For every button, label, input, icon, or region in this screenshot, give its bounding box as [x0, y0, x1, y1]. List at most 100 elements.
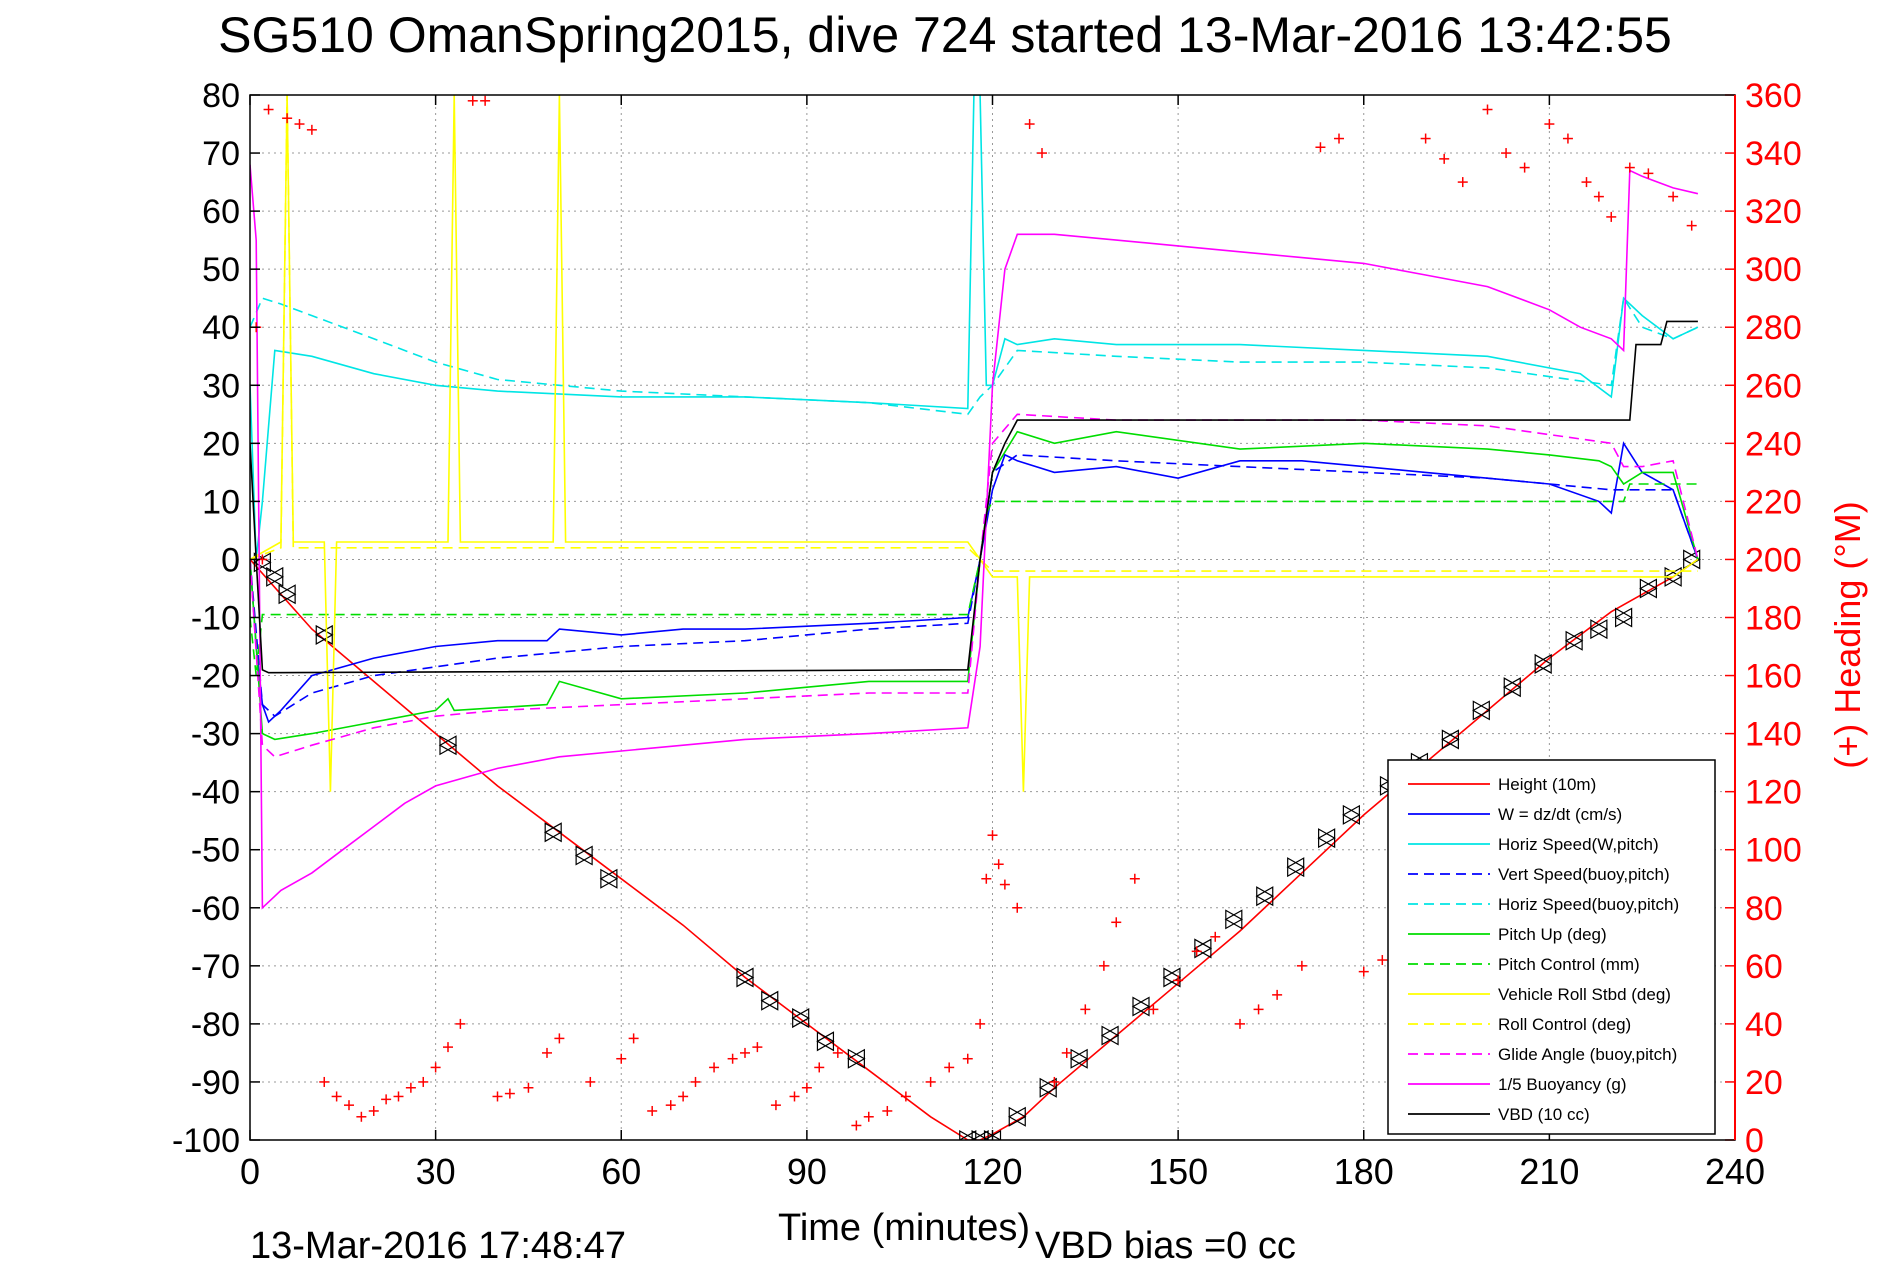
heading-point [665, 1100, 676, 1111]
x-tick-label: 150 [1148, 1151, 1208, 1192]
height-marker [970, 1129, 990, 1140]
y-tick-label: 10 [202, 483, 240, 521]
heading-point [1420, 133, 1431, 144]
chart-title: SG510 OmanSpring2015, dive 724 started 1… [218, 7, 1672, 63]
y-tick-label: 30 [202, 367, 240, 405]
height-marker [1441, 729, 1460, 750]
heading-point [381, 1094, 392, 1105]
legend-label: Height (10m) [1498, 775, 1596, 794]
heading-point [1129, 873, 1140, 884]
heading-point [492, 1091, 503, 1102]
heading-point [1111, 917, 1122, 928]
heading-point [1643, 168, 1654, 179]
y2-tick-label: 20 [1745, 1064, 1783, 1102]
y-tick-label: -60 [191, 890, 240, 928]
heading-point [1012, 902, 1023, 913]
height-marker [1639, 578, 1658, 599]
heading-markers [251, 95, 1697, 1131]
heading-point [1049, 1076, 1060, 1087]
heading-point [727, 1053, 738, 1064]
x-tick-label: 60 [601, 1151, 641, 1192]
height-marker [735, 967, 755, 988]
heading-point [789, 1091, 800, 1102]
heading-point [542, 1047, 552, 1058]
height-marker [1224, 909, 1244, 930]
heading-point [1457, 177, 1468, 188]
x-tick-label: 180 [1334, 1151, 1394, 1192]
heading-point [628, 1033, 639, 1044]
y2-tick-label: 240 [1745, 425, 1802, 463]
heading-point [851, 1120, 862, 1131]
y2-tick-label: 60 [1745, 948, 1783, 986]
heading-point [1235, 1018, 1245, 1029]
y-tick-label: 80 [202, 77, 240, 115]
height-marker [760, 990, 779, 1011]
y2-tick-label: 340 [1745, 135, 1802, 173]
heading-point [1080, 1004, 1091, 1015]
height-marker [1503, 677, 1522, 698]
heading-point [987, 830, 998, 841]
y2-tick-label: 200 [1745, 541, 1802, 579]
height-marker [574, 845, 594, 866]
heading-point [1210, 931, 1221, 942]
legend-label: Horiz Speed(W,pitch) [1498, 835, 1659, 854]
y-tick-label: -30 [191, 716, 240, 754]
series-line-7 [250, 95, 1699, 792]
vbd-bias-label: VBD bias =0 cc [1035, 1225, 1296, 1262]
heading-point [1358, 966, 1369, 977]
legend-label: Glide Angle (buoy,pitch) [1498, 1045, 1677, 1064]
heading-point [368, 1105, 379, 1116]
y2-tick-label: 140 [1745, 716, 1802, 754]
legend-label: W = dz/dt (cm/s) [1498, 805, 1622, 824]
y-tick-label: -40 [191, 774, 240, 812]
y-tick-label: -90 [191, 1064, 240, 1102]
y2-tick-label: 280 [1745, 309, 1802, 347]
heading-point [993, 859, 1004, 870]
heading-point [1501, 148, 1512, 159]
height-marker [847, 1048, 866, 1069]
height-marker [599, 868, 619, 889]
heading-point [832, 1047, 843, 1058]
heading-point [1173, 975, 1184, 986]
heading-point [1272, 989, 1283, 1000]
y2-tick-label: 180 [1745, 600, 1802, 638]
heading-point [467, 95, 478, 106]
heading-point [690, 1076, 701, 1087]
heading-point [554, 1033, 565, 1044]
legend-box [1387, 759, 1716, 1135]
legend-label: 1/5 Buoyancy (g) [1498, 1075, 1627, 1094]
heading-point [740, 1047, 750, 1058]
heading-point [523, 1082, 534, 1093]
series-line-0 [250, 558, 1699, 1140]
heading-point [418, 1076, 429, 1087]
height-marker [1614, 607, 1633, 628]
height-marker [265, 566, 284, 587]
y-tick-label: -20 [191, 658, 240, 696]
heading-point [882, 1105, 893, 1116]
height-marker [1589, 619, 1609, 640]
height-marker [277, 584, 297, 605]
height-marker [816, 1031, 835, 1052]
heading-point [1296, 960, 1307, 971]
heading-point [263, 104, 274, 115]
heading-point [1544, 119, 1555, 130]
y-tick-label: 50 [202, 251, 240, 289]
footer-timestamp: 13-Mar-2016 17:48:47 [250, 1225, 626, 1262]
x-tick-label: 210 [1519, 1151, 1579, 1192]
tick-labels: 0 30 60 90 120 150 180 210 24080706050403020100-… [172, 77, 1802, 1192]
legend-label: Vehicle Roll Stbd (deg) [1498, 985, 1671, 1004]
height-marker [791, 1008, 810, 1029]
heading-point [1624, 162, 1635, 173]
heading-point [975, 1018, 986, 1029]
axes [249, 94, 1736, 1141]
heading-point [863, 1111, 874, 1122]
x-axis-label: Time (minutes) [778, 1207, 1030, 1249]
heading-point [405, 1082, 416, 1093]
y-tick-label: -70 [191, 948, 240, 986]
heading-point [504, 1088, 515, 1099]
height-marker [1342, 804, 1361, 825]
series-line-10 [250, 164, 1699, 910]
series-line-3 [250, 454, 1699, 718]
height-marker [1193, 938, 1213, 959]
